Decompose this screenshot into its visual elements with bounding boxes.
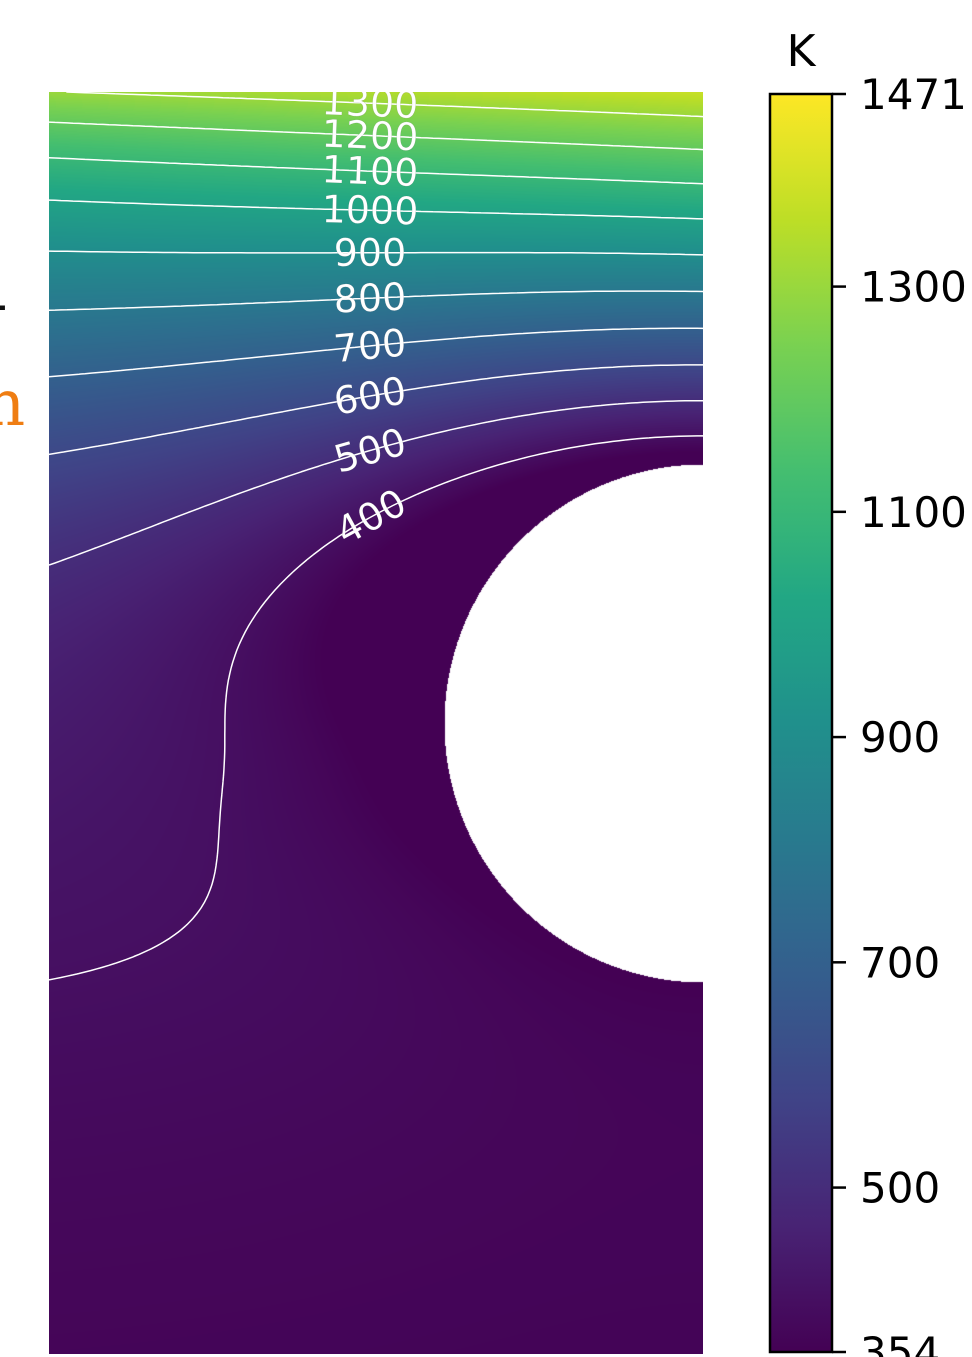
- contour-line-1200: [49, 121, 703, 151]
- contour-line-900: [49, 250, 703, 256]
- contour-label-700: 700: [332, 321, 408, 372]
- clipped-title-fragment: l: [0, 238, 8, 324]
- contour-line-1100: [49, 156, 703, 185]
- contour-line-800: [49, 290, 703, 311]
- contour-label-1000: 1000: [321, 187, 419, 233]
- contour-line-400: [49, 435, 703, 981]
- contour-lines: [49, 92, 703, 981]
- colorbar-tick-label: 354: [860, 1328, 940, 1357]
- colorbar-tick-label: 1471: [860, 70, 967, 119]
- contour-line-500: [49, 399, 703, 566]
- contour-line-700: [49, 327, 703, 378]
- contour-line-1300: [66, 92, 703, 118]
- colorbar-frame: [768, 92, 834, 1354]
- contour-label-1100: 1100: [321, 147, 419, 195]
- colorbar-tick-label: 700: [860, 938, 940, 987]
- contour-label-1300: 1300: [321, 79, 419, 127]
- contour-line-600: [49, 364, 703, 456]
- temperature-field-image: [49, 92, 703, 1354]
- colorbar-tick-label: 1100: [860, 488, 967, 537]
- contour-label-800: 800: [333, 275, 407, 322]
- colorbar-ticks: 354 500 700 900 1100 1300 1471: [832, 70, 967, 1357]
- contour-label-1200: 1200: [321, 112, 419, 160]
- colorbar-tick-label: 1300: [860, 263, 967, 312]
- colorbar-label: K: [787, 26, 817, 77]
- clipped-subtitle-fragment: n: [0, 367, 26, 441]
- colorbar-tick-label: 500: [860, 1164, 940, 1213]
- colorbar-tick-label: 900: [860, 713, 940, 762]
- colorbar-gradient: [770, 94, 832, 1352]
- contour-label-900: 900: [334, 231, 407, 275]
- contour-line-1000: [49, 199, 703, 220]
- colorbar: K 354 500 700 900 1100 1300 1471: [768, 26, 967, 1357]
